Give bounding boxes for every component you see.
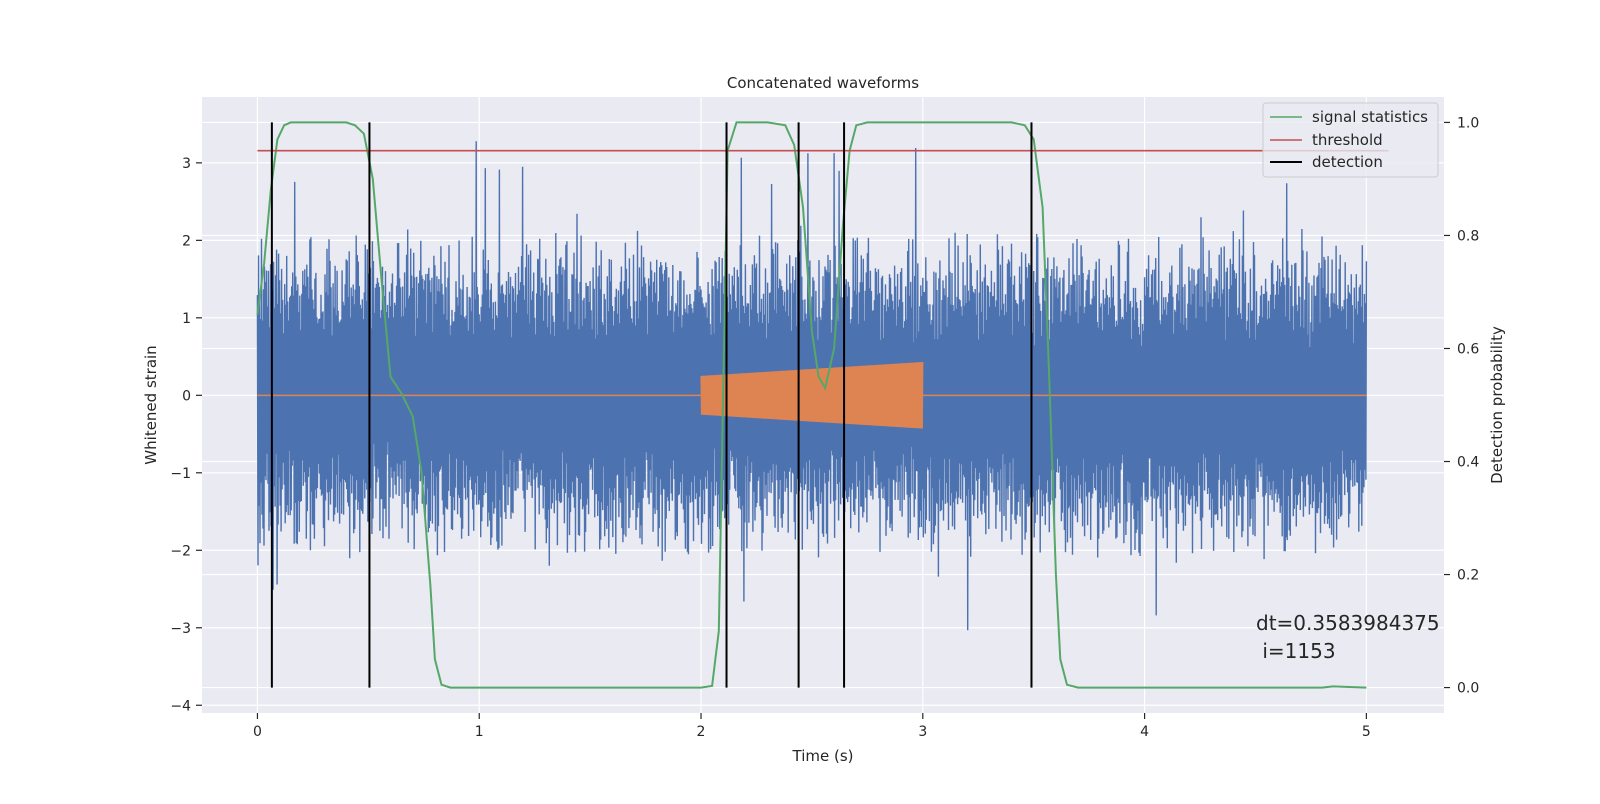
chart-title: Concatenated waveforms bbox=[727, 74, 919, 92]
noise-series bbox=[256, 141, 1368, 631]
annotation-i: i=1153 bbox=[1256, 639, 1336, 663]
y-tick-label: −2 bbox=[170, 543, 191, 559]
y-tick-label: 1 bbox=[182, 311, 191, 327]
legend-label-detection: detection bbox=[1312, 153, 1383, 171]
legend-box bbox=[1262, 102, 1439, 178]
x-tick-label: 0 bbox=[253, 724, 262, 740]
x-tick-label: 5 bbox=[1362, 724, 1371, 740]
right-axis-series bbox=[256, 121, 1389, 689]
ticks: 0 1 2 3 4 5 −4 −3 −2 −1 0 1 2 3 0.0 0.2 0.4 0.6 0.8 1.0 bbox=[170, 115, 1479, 740]
injected-signal bbox=[257, 361, 1367, 429]
x-tick-label: 2 bbox=[697, 724, 706, 740]
y2-tick-label: 0.4 bbox=[1457, 455, 1479, 471]
y2-tick-label: 0.6 bbox=[1457, 341, 1479, 357]
y-tick-label: 2 bbox=[182, 233, 191, 249]
x-tick-label: 3 bbox=[918, 724, 927, 740]
y2-tick-label: 0.8 bbox=[1457, 228, 1479, 244]
legend-label-threshold: threshold bbox=[1312, 131, 1383, 149]
y-axis-label: Whitened strain bbox=[142, 345, 160, 464]
signal-statistics-line bbox=[256, 121, 1367, 689]
legend: signal statistics threshold detection bbox=[1262, 102, 1439, 178]
y-tick-label: −4 bbox=[170, 698, 191, 714]
x-axis-label: Time (s) bbox=[792, 747, 854, 765]
y2-tick-label: 0.2 bbox=[1457, 568, 1479, 584]
x-tick-label: 1 bbox=[475, 724, 484, 740]
x-tick-label: 4 bbox=[1140, 724, 1149, 740]
y-tick-label: 0 bbox=[182, 388, 191, 404]
y2-axis-label: Detection probability bbox=[1488, 326, 1506, 484]
annotation-dt: dt=0.3583984375 bbox=[1256, 611, 1440, 635]
legend-label-signal-statistics: signal statistics bbox=[1312, 108, 1428, 126]
y-tick-label: 3 bbox=[182, 156, 191, 172]
y-tick-label: −1 bbox=[170, 466, 191, 482]
y2-tick-label: 1.0 bbox=[1457, 115, 1479, 131]
injected-chirp bbox=[700, 361, 924, 429]
noise-trace bbox=[256, 141, 1368, 631]
y2-tick-label: 0.0 bbox=[1457, 681, 1479, 697]
y-tick-label: −3 bbox=[170, 621, 191, 637]
